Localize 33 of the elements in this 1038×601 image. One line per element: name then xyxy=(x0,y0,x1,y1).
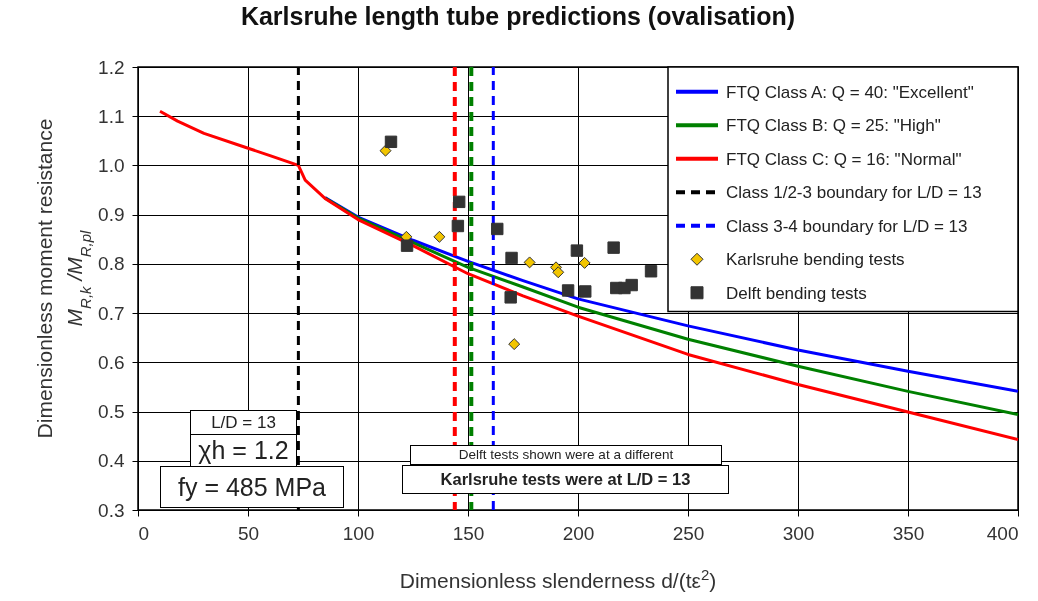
y-tick-label: 0.8 xyxy=(98,253,125,275)
x-axis-title: Dimensionless slenderness d/(tε$^{2}$) xyxy=(399,565,717,592)
x-tick-label: 250 xyxy=(672,522,705,544)
x-tick-label: 150 xyxy=(452,522,485,544)
legend-label: Class 1/2-3 boundary for L/D = 13 xyxy=(726,183,982,203)
legend-label: Karlsruhe bending tests xyxy=(726,250,905,270)
x-tick-label: 200 xyxy=(562,522,595,544)
y-tick-label: 0.5 xyxy=(98,401,125,423)
label-box: L/D = 13 xyxy=(190,410,297,436)
x-tick-label: 300 xyxy=(782,522,815,544)
y-tick-label: 1.1 xyxy=(98,105,125,127)
legend-label: FTQ Class C: Q = 16: "Normal" xyxy=(726,149,962,169)
legend-label: Delft bending tests xyxy=(726,283,867,303)
label-box: χh = 1.2 xyxy=(190,434,297,467)
y-tick-label: 1.2 xyxy=(98,56,125,78)
x-tick-label: 0 xyxy=(138,522,150,544)
y-tick-label: 0.9 xyxy=(98,204,125,226)
y-tick-label: 0.7 xyxy=(98,302,125,324)
label-box: fy = 485 MPa xyxy=(160,466,344,508)
x-tick-label: 350 xyxy=(892,522,925,544)
y-tick-label: 0.6 xyxy=(98,351,125,373)
legend-label: FTQ Class B: Q = 25: "High" xyxy=(726,116,941,136)
chart-title: Karlsruhe length tube predictions (ovalisation) xyxy=(240,2,796,30)
label-box: Karlsruhe tests were at L/D = 13 xyxy=(402,465,729,494)
x-tick-label: 50 xyxy=(237,522,260,544)
y-tick-label: 1.0 xyxy=(98,154,125,176)
y-tick-label: 0.4 xyxy=(98,450,125,472)
x-tick-label: 400 xyxy=(986,522,1019,544)
y-tick-label: 0.3 xyxy=(98,499,125,521)
x-tick-label: 100 xyxy=(342,522,375,544)
legend-label: FTQ Class A: Q = 40: "Excellent" xyxy=(726,82,974,102)
label-box: Delft tests shown were at a different xyxy=(410,445,722,465)
legend-label: Class 3-4 boundary for L/D = 13 xyxy=(726,216,968,236)
